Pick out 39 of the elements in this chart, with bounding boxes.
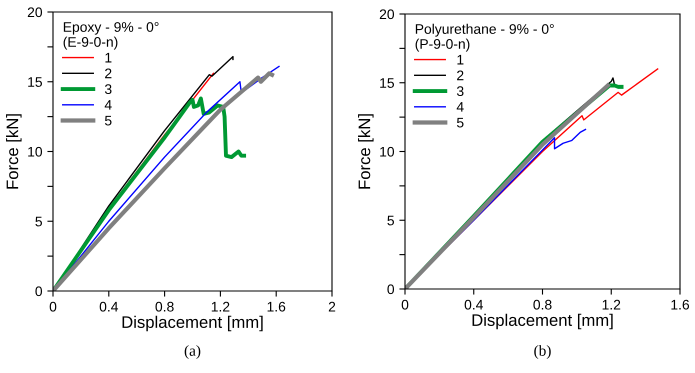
legend-label: 5 [456,118,464,128]
legend-label: 4 [104,100,112,110]
x-axis-title: Displacement [mm] [472,314,613,330]
x-tick-label: 0.4 [464,300,483,310]
legend-label: 2 [105,68,112,78]
x-tick-label: 0 [402,300,408,310]
y-tick-label: 10 [28,146,42,157]
x-tick-label: 1.2 [212,302,230,312]
legend-label: 5 [104,116,112,126]
legend-label: 1 [105,52,112,62]
legend-label: 1 [457,54,464,64]
y-axis-title: Force [kN] [358,114,374,189]
y-tick-label: 15 [380,78,394,88]
y-tick-label: 10 [380,146,394,157]
legend-title: Epoxy - 9% - 0° (E-9-0-n) [64,22,159,50]
x-tick-label: 0.8 [533,300,552,310]
y-tick-label: 0 [387,284,394,294]
y-tick-label: 5 [387,216,394,226]
y-axis-title: Force [kN] [6,114,22,189]
text: (b) [534,345,551,359]
legend-label: 4 [456,102,464,112]
x-tick-label: 0.8 [155,302,174,312]
x-tick-label: 2 [328,302,336,312]
legend-label: 3 [456,86,464,96]
x-tick-label: 0.4 [100,302,118,312]
x-tick-label: 0 [50,302,56,312]
legend-title: Polyurethane - 9% - 0° (P-9-0-n) [416,24,554,52]
x-axis-title: Displacement [mm] [122,316,263,332]
y-tick-label: 0 [35,286,42,296]
y-tick-label: 20 [380,9,394,20]
legend-label: 2 [457,70,464,80]
y-tick-label: 5 [35,216,42,226]
x-tick-label: 1.6 [671,300,690,310]
x-tick-label: 1.2 [602,300,620,310]
text: (a) [184,345,200,359]
x-tick-label: 1.6 [268,302,286,312]
y-tick-label: 20 [28,7,42,18]
y-tick-label: 15 [28,77,42,87]
legend-label: 3 [104,84,112,94]
